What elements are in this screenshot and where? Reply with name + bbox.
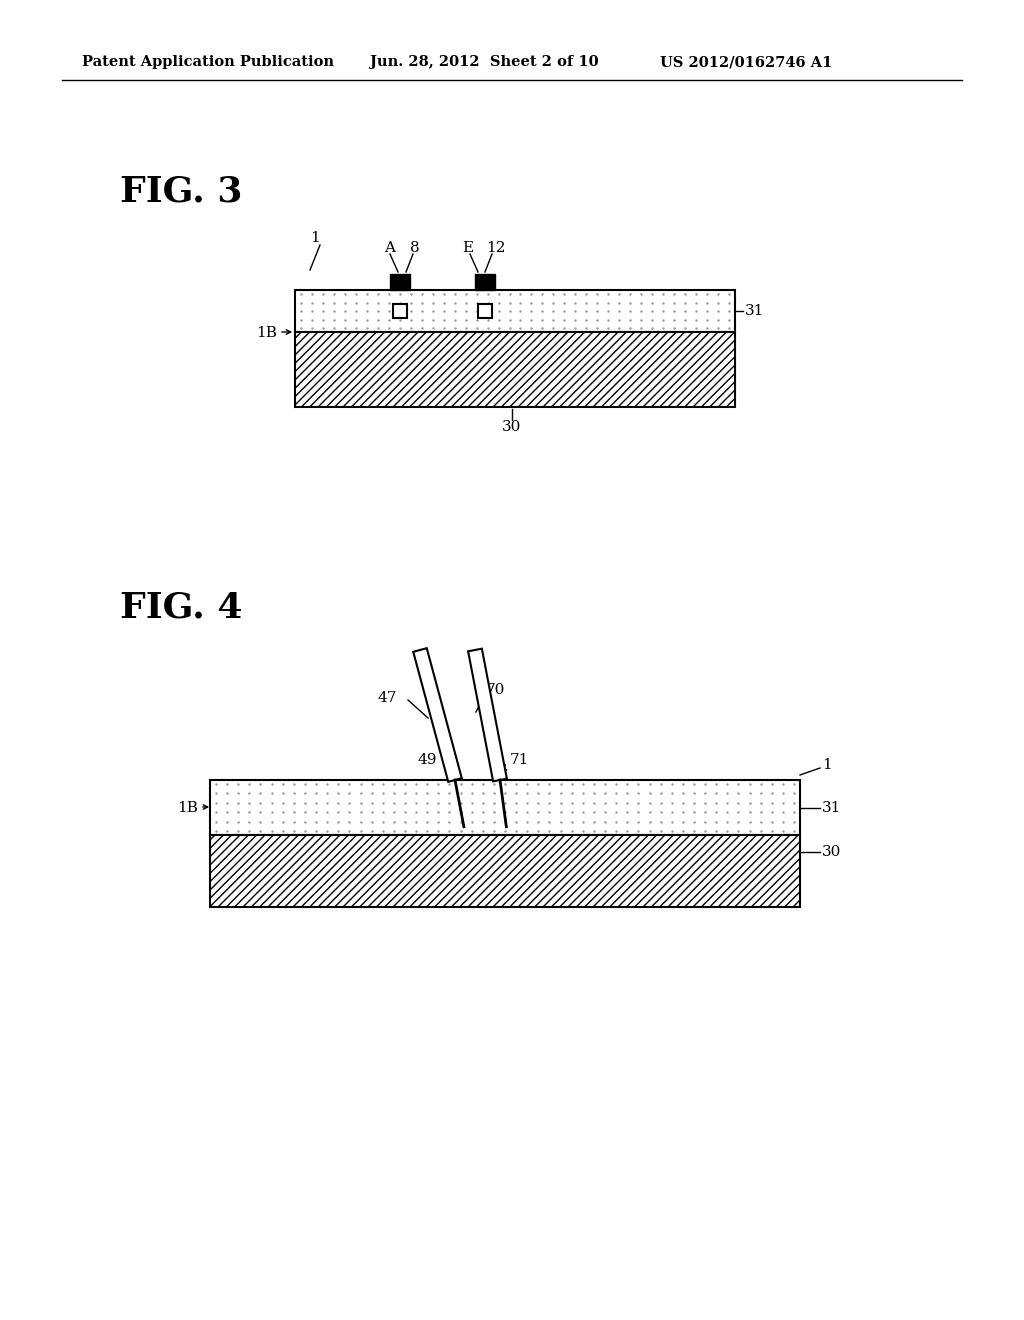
Text: 70: 70 xyxy=(486,682,506,697)
Text: 1B: 1B xyxy=(256,326,278,341)
Polygon shape xyxy=(414,648,462,781)
Bar xyxy=(295,290,735,333)
Bar xyxy=(393,304,407,318)
Bar xyxy=(210,836,800,907)
Bar xyxy=(210,780,800,836)
Text: 30: 30 xyxy=(822,845,842,859)
Bar xyxy=(478,304,492,318)
Text: 12: 12 xyxy=(486,242,506,255)
Bar xyxy=(390,275,410,290)
Text: 47: 47 xyxy=(378,690,397,705)
Text: A: A xyxy=(384,242,395,255)
Text: 71: 71 xyxy=(510,752,529,767)
Text: 49: 49 xyxy=(418,752,437,767)
Text: US 2012/0162746 A1: US 2012/0162746 A1 xyxy=(660,55,833,69)
Text: 1: 1 xyxy=(310,231,319,246)
Text: 31: 31 xyxy=(745,304,764,318)
Text: Jun. 28, 2012  Sheet 2 of 10: Jun. 28, 2012 Sheet 2 of 10 xyxy=(370,55,599,69)
Text: 1B: 1B xyxy=(177,801,198,814)
Text: 31: 31 xyxy=(822,801,842,814)
Text: Patent Application Publication: Patent Application Publication xyxy=(82,55,334,69)
Text: FIG. 4: FIG. 4 xyxy=(120,590,243,624)
Polygon shape xyxy=(468,648,507,781)
Text: 1: 1 xyxy=(822,758,831,772)
Bar xyxy=(475,275,495,290)
Text: 30: 30 xyxy=(503,420,521,434)
Text: E: E xyxy=(463,242,473,255)
Bar xyxy=(295,333,735,407)
Text: 8: 8 xyxy=(411,242,420,255)
Text: FIG. 3: FIG. 3 xyxy=(120,176,243,209)
